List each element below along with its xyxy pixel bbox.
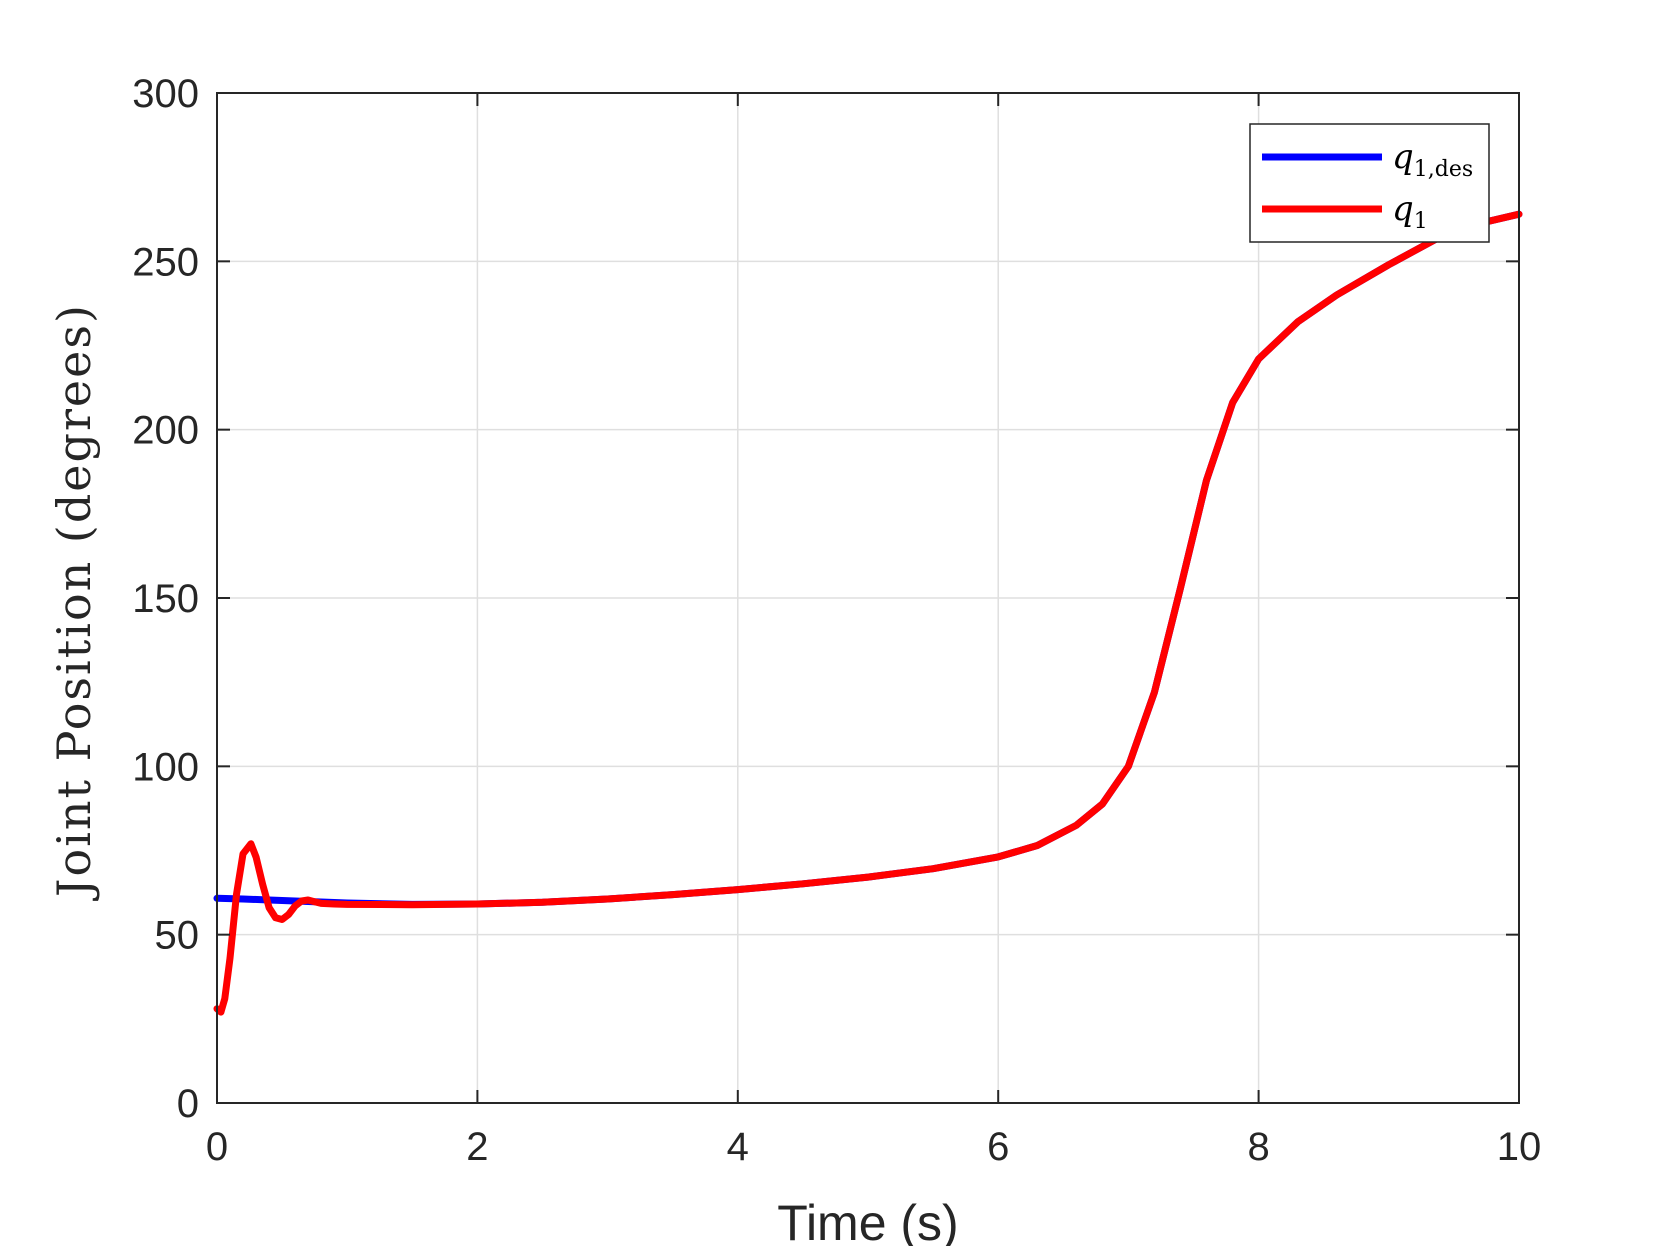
legend-box	[1249, 123, 1490, 243]
x-tick-label: 6	[987, 1125, 1009, 1169]
y-tick-labels: 0 50 100 150 200 250 300	[132, 72, 199, 1126]
y-tick-label: 50	[155, 914, 200, 958]
y-tick-label: 200	[132, 409, 199, 453]
x-tick-label: 0	[206, 1125, 228, 1169]
x-tick-label: 2	[466, 1125, 488, 1169]
y-tick-label: 0	[177, 1082, 199, 1126]
legend-label-q1: q1	[1392, 189, 1428, 234]
x-tick-label: 10	[1497, 1125, 1542, 1169]
series-line-1	[213, 210, 1523, 1016]
x-tick-label: 4	[727, 1125, 749, 1169]
axis-ticks	[216, 92, 1520, 1104]
x-tick-label: 8	[1247, 1125, 1269, 1169]
legend[interactable]: q1,des q1	[1249, 123, 1490, 243]
y-tick-label: 300	[132, 72, 199, 116]
y-tick-label: 100	[132, 745, 199, 789]
legend-label-q1-des: q1,des	[1392, 137, 1473, 182]
x-tick-labels: 0 2 4 6 8 10	[206, 1125, 1541, 1169]
series-layer	[213, 210, 1523, 1016]
y-axis-title: Joint Position (degrees)	[47, 303, 101, 901]
y-tick-label: 250	[132, 240, 199, 284]
x-axis-title: Time (s)	[777, 1195, 958, 1246]
y-tick-label: 150	[132, 577, 199, 621]
